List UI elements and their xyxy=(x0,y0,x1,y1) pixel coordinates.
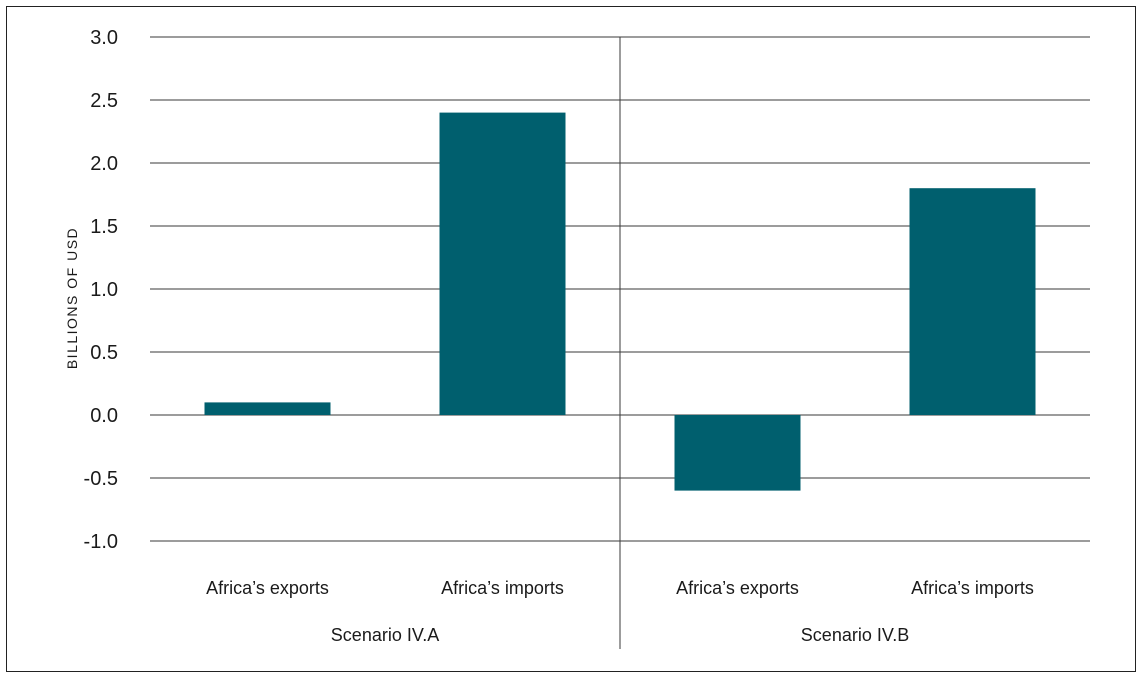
category-labels: Africa’s exports Africa’s imports Africa’s… xyxy=(206,578,1034,598)
y-tick-labels: 3.0 2.5 2.0 1.5 1.0 0.5 0.0 -0.5 -1.0 xyxy=(84,27,118,553)
y-tick-label: -0.5 xyxy=(84,468,118,490)
category-label: Africa’s imports xyxy=(911,578,1034,598)
y-tick-label: 0.0 xyxy=(90,405,118,427)
bars xyxy=(204,112,1036,491)
category-label: Africa’s imports xyxy=(441,578,564,598)
y-tick-label: -1.0 xyxy=(84,531,118,553)
bar xyxy=(674,415,801,491)
y-tick-label: 0.5 xyxy=(90,342,118,364)
category-label: Africa’s exports xyxy=(206,578,329,598)
y-tick-label: 2.0 xyxy=(90,153,118,175)
category-label: Africa’s exports xyxy=(676,578,799,598)
group-label: Scenario IV.A xyxy=(331,625,439,645)
y-axis-title: BILLIONS OF USD xyxy=(64,227,80,369)
y-tick-label: 3.0 xyxy=(90,27,118,49)
bar xyxy=(439,112,566,415)
bar xyxy=(204,402,331,415)
bar xyxy=(909,188,1036,415)
y-tick-label: 1.0 xyxy=(90,279,118,301)
y-tick-label: 1.5 xyxy=(90,216,118,238)
group-label: Scenario IV.B xyxy=(801,625,909,645)
y-tick-label: 2.5 xyxy=(90,90,118,112)
chart-frame xyxy=(6,6,1136,672)
group-labels: Scenario IV.A Scenario IV.B xyxy=(331,625,909,645)
